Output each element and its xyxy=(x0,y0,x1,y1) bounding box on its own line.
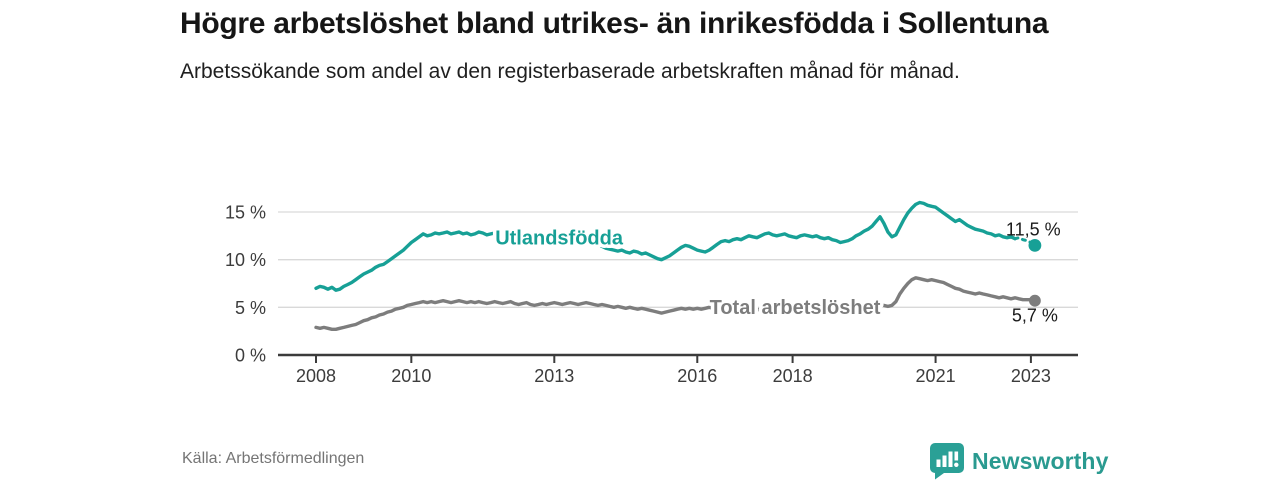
x-tick-label: 2018 xyxy=(773,366,813,386)
series-line-utlandsf-dda xyxy=(314,200,1017,292)
series-inline-label-total-arbetsl-shet: Total arbetslöshet xyxy=(710,297,881,319)
x-tick-label: 2013 xyxy=(534,366,574,386)
y-tick-label: 0 % xyxy=(235,346,266,366)
newsworthy-logo: Newsworthy xyxy=(928,442,1108,480)
newsworthy-brand-text: Newsworthy xyxy=(972,447,1109,474)
x-tick-label: 2008 xyxy=(296,366,336,386)
series-line-total-arbetsl-shet xyxy=(314,276,1037,331)
y-tick-label: 5 % xyxy=(235,298,266,318)
x-tick-label: 2016 xyxy=(677,366,717,386)
chart-title: Högre arbetslöshet bland utrikes- än inr… xyxy=(180,7,1049,40)
y-tick-label: 10 % xyxy=(225,250,266,270)
x-tick-label: 2010 xyxy=(391,366,431,386)
series-end-label-utlandsf-dda: 11,5 % xyxy=(1006,219,1061,239)
chart-subtitle: Arbetssökande som andel av den registerb… xyxy=(180,59,960,83)
y-tick-label: 15 % xyxy=(225,203,266,223)
source-note: Källa: Arbetsförmedlingen xyxy=(182,450,365,467)
series-end-dot-utlandsf-dda xyxy=(1028,239,1042,252)
series-end-label-total-arbetsl-shet: 5,7 % xyxy=(1012,306,1058,326)
newsworthy-logo-icon xyxy=(930,443,964,480)
series-end-dot-total-arbetsl-shet xyxy=(1029,294,1041,307)
x-tick-label: 2021 xyxy=(916,366,956,386)
series-inline-label-utlandsf-dda: Utlandsfödda xyxy=(495,227,624,249)
chart-header: Högre arbetslöshet bland utrikes- än inr… xyxy=(180,6,1075,85)
x-tick-label: 2023 xyxy=(1011,366,1051,386)
